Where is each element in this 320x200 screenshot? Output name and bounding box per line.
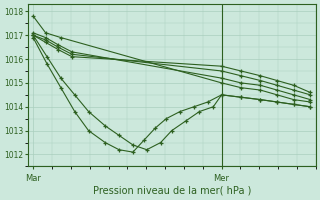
- X-axis label: Pression niveau de la mer( hPa ): Pression niveau de la mer( hPa ): [92, 186, 251, 196]
